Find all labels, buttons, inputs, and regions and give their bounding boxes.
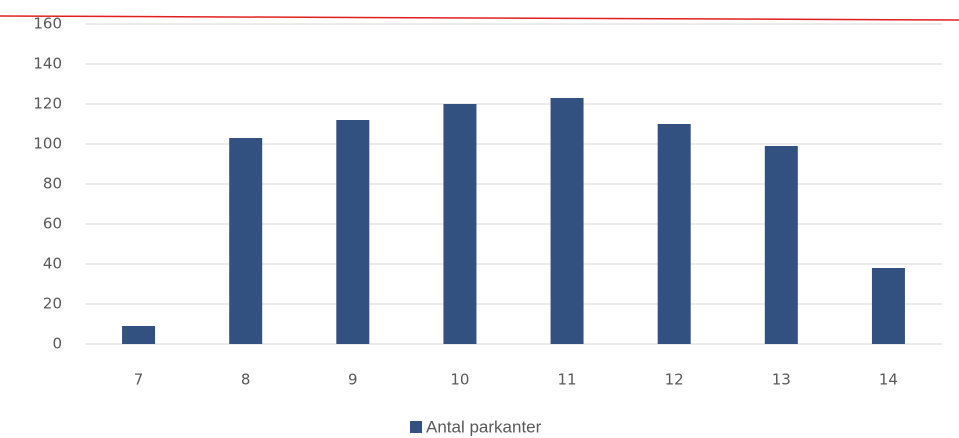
x-tick-label: 13 [772, 371, 791, 389]
y-tick-label: 60 [43, 215, 62, 233]
legend-label: Antal parkanter [426, 417, 542, 436]
x-tick-label: 10 [450, 371, 469, 389]
bar [122, 326, 156, 344]
bar [657, 124, 691, 344]
x-tick-label: 9 [348, 371, 358, 389]
bar [764, 146, 798, 344]
bar [229, 138, 263, 344]
y-tick-label: 80 [43, 175, 62, 193]
y-tick-label: 120 [33, 95, 62, 113]
x-tick-label: 12 [665, 371, 684, 389]
y-tick-label: 0 [52, 335, 62, 353]
bar [443, 104, 477, 344]
y-tick-label: 100 [33, 135, 62, 153]
y-tick-label: 20 [43, 295, 62, 313]
red-line [0, 15, 959, 21]
x-tick-label: 8 [241, 371, 251, 389]
bar [871, 268, 905, 344]
y-tick-label: 140 [33, 55, 62, 73]
bar [550, 98, 584, 344]
y-tick-label: 160 [33, 15, 62, 33]
x-tick-label: 14 [879, 371, 898, 389]
x-tick-label: 7 [134, 371, 144, 389]
bar [336, 120, 370, 344]
x-tick-label: 11 [558, 371, 577, 389]
y-tick-label: 40 [43, 255, 62, 273]
legend-swatch [410, 421, 422, 433]
